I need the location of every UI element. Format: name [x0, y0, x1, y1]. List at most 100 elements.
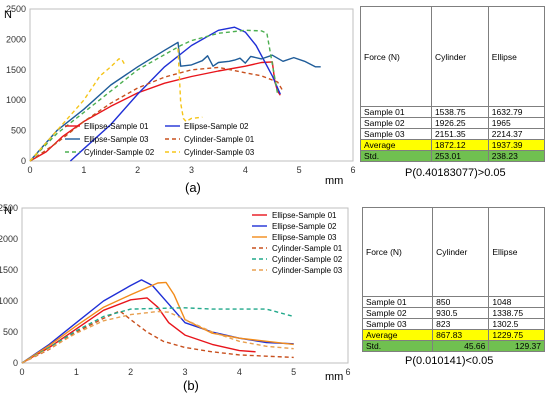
- table-cell: 2151.35: [430, 128, 489, 140]
- table-cell: Sample 02: [361, 307, 434, 319]
- x-tick-label: 6: [350, 165, 355, 175]
- series-line: [29, 41, 321, 162]
- table-cell: 253.01: [430, 150, 489, 162]
- x-tick-label: 4: [237, 367, 242, 377]
- table-cell: Sample 01: [360, 106, 432, 118]
- legend-label: Cylinder-Sample 03: [184, 148, 255, 157]
- stats-table-b: Force (N) Cylinder Ellipse Sample 01 850 1048…: [361, 207, 545, 352]
- stats-table-a: Force (N) Cylinder Ellipse Sample 01 1538.75…: [360, 6, 546, 162]
- y-tick-label: 2000: [0, 234, 18, 244]
- y-tick-label: 1500: [0, 265, 18, 275]
- series-line: [177, 48, 203, 123]
- chart-panel-a: 0 500 1000 1500 2000 2500 0 1 2 3 4 5 6 Nmm (a) Ellipse…: [4, 4, 356, 195]
- legend-label: Ellipse-Sample 02: [272, 222, 337, 231]
- y-axis-label: N: [4, 9, 12, 21]
- x-tick-label: 5: [297, 165, 302, 175]
- table-cell: Std.: [361, 340, 434, 352]
- x-tick-label: 0: [27, 165, 32, 175]
- y-axis-label: N: [4, 205, 12, 217]
- p-value-a: P(0.40183077)>0.05: [405, 167, 506, 179]
- series-line: [21, 307, 294, 364]
- y-tick-label: 2500: [6, 4, 26, 14]
- table-cell: Sample 01: [361, 296, 434, 308]
- x-tick-label: 3: [182, 367, 187, 377]
- table-row: Average 867.83 1229.75: [361, 329, 545, 341]
- x-tick-label: 1: [74, 367, 79, 377]
- table-cell: 1538.75: [430, 106, 489, 118]
- table-header-cell: Ellipse: [488, 207, 545, 297]
- table-header-cell: Force (N): [360, 6, 432, 107]
- table-cell: 1229.75: [488, 329, 545, 341]
- p-value-b: P(0.010141)<0.05: [405, 355, 494, 367]
- legend-label: Cylinder-Sample 03: [272, 266, 343, 275]
- x-tick-label: 5: [291, 367, 296, 377]
- series-line: [21, 281, 294, 364]
- series-line: [69, 26, 281, 162]
- series-line: [29, 66, 284, 162]
- table-cell: 850: [432, 296, 490, 308]
- x-tick-label: 1: [81, 165, 86, 175]
- table-cell: 1965: [487, 117, 546, 129]
- table-cell: 238.23: [487, 150, 546, 162]
- legend-label: Ellipse-Sample 02: [184, 122, 249, 131]
- y-tick-label: 0: [13, 358, 18, 368]
- table-cell: 1632.79: [487, 106, 546, 118]
- panel-sublabel: (a): [185, 180, 201, 195]
- x-axis-label: mm: [325, 175, 343, 187]
- series-line: [29, 29, 279, 162]
- table-cell: Average: [361, 329, 434, 341]
- table-header-cell: Cylinder: [432, 207, 490, 297]
- y-tick-label: 1000: [6, 95, 26, 105]
- legend-label: Cylinder-Sample 02: [272, 255, 343, 264]
- table-row: Sample 01 850 1048: [361, 296, 545, 308]
- x-tick-label: 3: [189, 165, 194, 175]
- table-cell: 1048: [488, 296, 545, 308]
- series-line: [21, 310, 294, 364]
- y-tick-label: 0: [21, 156, 26, 166]
- table-cell: 930.5: [432, 307, 490, 319]
- table-header-cell: Ellipse: [487, 6, 546, 107]
- x-tick-label: 2: [135, 165, 140, 175]
- table-row: Average 1872.12 1937.39: [360, 139, 546, 151]
- table-cell: 823: [432, 318, 490, 330]
- x-axis-label: mm: [325, 371, 343, 383]
- y-tick-label: 500: [11, 126, 26, 136]
- table-header-row: Force (N) Cylinder Ellipse: [360, 6, 546, 107]
- table-row: Sample 03 2151.35 2214.37: [360, 128, 546, 140]
- table-cell: 1338.75: [488, 307, 545, 319]
- table-cell: 1872.12: [430, 139, 489, 151]
- table-row: Std. 253.01 238.23: [360, 150, 546, 162]
- series-line: [21, 297, 256, 364]
- table-cell: Sample 03: [360, 128, 432, 140]
- legend: Ellipse-Sample 01 Ellipse-Sample 02 Ellips…: [65, 122, 255, 157]
- table-row: Sample 01 1538.75 1632.79: [360, 106, 546, 118]
- table-cell: Sample 03: [361, 318, 434, 330]
- x-tick-label: 4: [243, 165, 248, 175]
- x-tick-label: 2: [128, 367, 133, 377]
- chart-panel-b: 0 500 1000 1500 2000 2500 0 1 2 3 4 5 6 Nmm (b) Ellipse…: [0, 203, 351, 393]
- table-cell: 1926.25: [430, 117, 489, 129]
- legend-label: Cylinder-Sample 01: [184, 135, 255, 144]
- table-header-row: Force (N) Cylinder Ellipse: [361, 207, 545, 297]
- legend-label: Ellipse-Sample 01: [84, 122, 149, 131]
- table-cell: Sample 02: [360, 117, 432, 129]
- y-tick-label: 500: [3, 327, 18, 337]
- table-header-cell: Cylinder: [430, 6, 489, 107]
- table-cell: 1302.5: [488, 318, 545, 330]
- legend-label: Ellipse-Sample 03: [84, 135, 149, 144]
- panel-sublabel: (b): [183, 378, 199, 393]
- x-tick-label: 6: [345, 367, 350, 377]
- table-header-cell: Force (N): [361, 207, 434, 297]
- table-cell: Average: [360, 139, 432, 151]
- legend-label: Cylinder-Sample 01: [272, 244, 343, 253]
- table-cell: 1937.39: [487, 139, 546, 151]
- y-tick-label: 1000: [0, 296, 18, 306]
- legend-label: Ellipse-Sample 03: [272, 233, 337, 242]
- plot-frame: [21, 207, 349, 364]
- legend: Ellipse-Sample 01 Ellipse-Sample 02 Ellips…: [252, 211, 343, 275]
- table-cell: 867.83: [432, 329, 490, 341]
- table-row: Sample 02 930.5 1338.75: [361, 307, 545, 319]
- table-row: Std. 45.66 129.37: [361, 340, 545, 352]
- table-cell: Std.: [360, 150, 432, 162]
